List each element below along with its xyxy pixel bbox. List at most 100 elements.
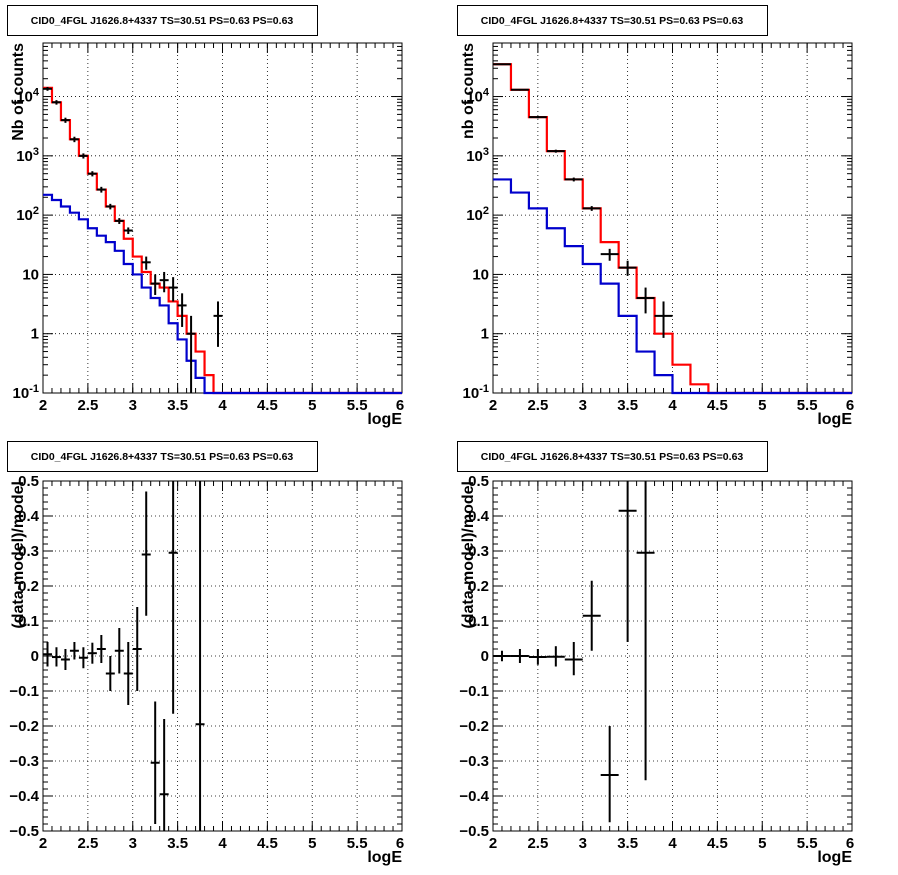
x-tick-label: 3.5 bbox=[617, 835, 638, 852]
x-tick-label: 3 bbox=[129, 397, 137, 414]
data-point bbox=[654, 301, 673, 338]
y-tick-label: 10 bbox=[22, 266, 39, 283]
x-tick-label: 4.5 bbox=[707, 835, 728, 852]
y-tick-label: −0.1 bbox=[9, 683, 39, 700]
data-point bbox=[105, 203, 115, 210]
data-point bbox=[195, 481, 205, 831]
data-point bbox=[528, 649, 547, 665]
data-point bbox=[582, 206, 601, 211]
data-point bbox=[618, 260, 637, 276]
x-tick-label: 3 bbox=[129, 835, 137, 852]
x-tick-label: 2.5 bbox=[77, 397, 98, 414]
data-points bbox=[493, 481, 655, 823]
y-tick-label: −0.2 bbox=[9, 718, 39, 735]
y-tick-label: 0.1 bbox=[468, 613, 489, 630]
x-tick-label: 4 bbox=[668, 397, 677, 414]
data-point bbox=[213, 301, 223, 347]
x-tick-label: 2.5 bbox=[527, 835, 548, 852]
data-point bbox=[636, 287, 655, 314]
y-tick-label: 104 bbox=[16, 87, 40, 106]
y-tick-label: 1 bbox=[31, 326, 39, 343]
chart-title: CID0_4FGL J1626.8+4337 TS=30.51 PS=0.63 … bbox=[31, 15, 294, 27]
y-tick-label: −0.3 bbox=[459, 753, 489, 770]
y-axis-label: (data-model)/model bbox=[460, 481, 477, 629]
x-tick-label: 2.5 bbox=[527, 397, 548, 414]
data-point bbox=[132, 607, 142, 691]
data-point bbox=[69, 642, 79, 660]
data-point bbox=[87, 171, 97, 177]
data-points bbox=[43, 481, 205, 831]
data-point bbox=[168, 481, 178, 714]
plot-frame bbox=[42, 480, 403, 832]
y-tick-label: −0.2 bbox=[459, 718, 489, 735]
y-tick-label: 10 bbox=[472, 266, 489, 283]
y-tick-label: 0.4 bbox=[18, 508, 40, 525]
y-tick-label: 10-1 bbox=[13, 383, 39, 402]
y-tick-label: 102 bbox=[466, 205, 489, 224]
data-point bbox=[123, 642, 133, 705]
chart-title: CID0_4FGL J1626.8+4337 TS=30.51 PS=0.63 … bbox=[31, 451, 294, 463]
data-point bbox=[636, 481, 655, 781]
x-tick-label: 2 bbox=[489, 397, 497, 414]
data-point bbox=[69, 136, 79, 143]
y-tick-label: 103 bbox=[16, 146, 39, 165]
y-tick-label: −0.1 bbox=[459, 683, 489, 700]
title-box bbox=[457, 5, 768, 36]
y-tick-label: 0 bbox=[481, 648, 489, 665]
x-tick-label: 3.5 bbox=[167, 835, 188, 852]
x-tick-label: 5.5 bbox=[797, 835, 818, 852]
data-point bbox=[96, 186, 106, 193]
x-tick-label: 4 bbox=[668, 835, 677, 852]
y-tick-label: 1 bbox=[481, 326, 489, 343]
y-tick-label: −0.5 bbox=[459, 823, 489, 840]
x-tick-label: 4.5 bbox=[257, 835, 278, 852]
title-box bbox=[7, 441, 318, 472]
panel-top-right: CID0_4FGL J1626.8+4337 TS=30.51 PS=0.63 … bbox=[457, 5, 854, 428]
data-point bbox=[43, 642, 52, 667]
y-tick-label: −0.4 bbox=[9, 788, 39, 805]
data-point bbox=[618, 481, 637, 642]
y-tick-label: 0.3 bbox=[18, 543, 39, 560]
y-tick-label: 0.2 bbox=[18, 578, 39, 595]
data-point bbox=[510, 649, 529, 663]
x-tick-label: 6 bbox=[396, 835, 404, 852]
data-point bbox=[546, 149, 565, 153]
x-tick-label: 4 bbox=[218, 397, 227, 414]
x-tick-label: 3.5 bbox=[617, 397, 638, 414]
y-tick-label: 0.1 bbox=[18, 613, 39, 630]
plot-frame bbox=[42, 42, 403, 394]
x-tick-label: 5 bbox=[758, 835, 766, 852]
y-tick-label: 0.5 bbox=[18, 473, 39, 490]
x-tick-label: 2 bbox=[39, 397, 47, 414]
y-tick-label: 104 bbox=[466, 87, 490, 106]
data-point bbox=[141, 256, 151, 270]
data-point bbox=[141, 491, 151, 616]
data-point bbox=[114, 218, 124, 224]
data-point bbox=[186, 315, 196, 393]
x-axis-label: logE bbox=[367, 411, 402, 428]
data-point bbox=[150, 701, 160, 824]
data-point bbox=[60, 649, 70, 670]
x-tick-label: 3 bbox=[579, 397, 587, 414]
y-tick-label: −0.3 bbox=[9, 753, 39, 770]
y-tick-label: 0.3 bbox=[468, 543, 489, 560]
y-axis-label: Nb of counts bbox=[10, 43, 27, 141]
data-point bbox=[493, 650, 511, 662]
data-point bbox=[600, 248, 619, 261]
y-tick-label: 0.2 bbox=[468, 578, 489, 595]
y-tick-label: −0.5 bbox=[9, 823, 39, 840]
y-tick-label: −0.4 bbox=[459, 788, 489, 805]
x-axis-label: logE bbox=[367, 849, 402, 866]
data-point bbox=[123, 227, 133, 235]
y-tick-label: 103 bbox=[466, 146, 489, 165]
x-tick-label: 5.5 bbox=[347, 397, 368, 414]
y-tick-label: 10-1 bbox=[463, 383, 489, 402]
title-box bbox=[7, 5, 318, 36]
y-axis-label: (data-model)/model bbox=[10, 481, 27, 629]
data-point bbox=[150, 274, 160, 295]
data-point bbox=[51, 100, 61, 105]
data-point bbox=[510, 88, 529, 91]
data-point bbox=[493, 63, 511, 66]
data-point bbox=[60, 117, 70, 123]
